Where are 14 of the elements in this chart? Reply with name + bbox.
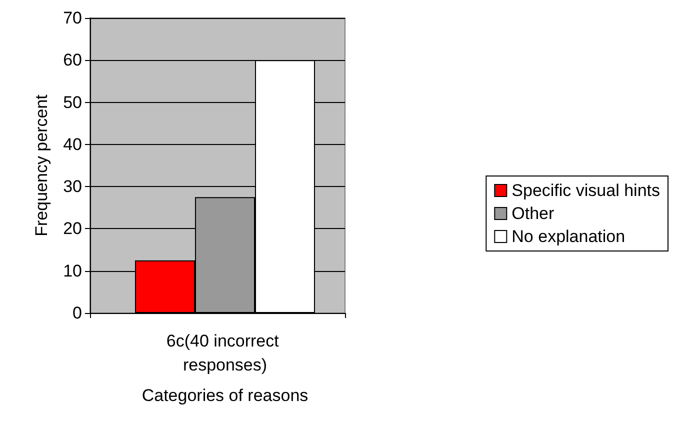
- y-tick-label: 40: [63, 134, 82, 154]
- x-tick-label: 6c(40 incorrect responses): [166, 332, 284, 374]
- y-axis-title: Frequency percent: [32, 94, 51, 236]
- legend-label: No explanation: [512, 227, 626, 246]
- legend-label: Other: [512, 204, 555, 223]
- y-tick-label: 30: [63, 177, 82, 196]
- y-tick-label: 10: [63, 261, 82, 280]
- y-tick-label: 0: [72, 304, 82, 322]
- y-tick-label: 50: [63, 92, 82, 112]
- y-tick-label: 70: [63, 8, 82, 28]
- y-tick-label: 60: [63, 50, 82, 70]
- legend-label: Specific visual hints: [512, 181, 660, 200]
- y-tick-label: 20: [63, 219, 82, 238]
- x-axis-title: Categories of reasons: [142, 386, 308, 405]
